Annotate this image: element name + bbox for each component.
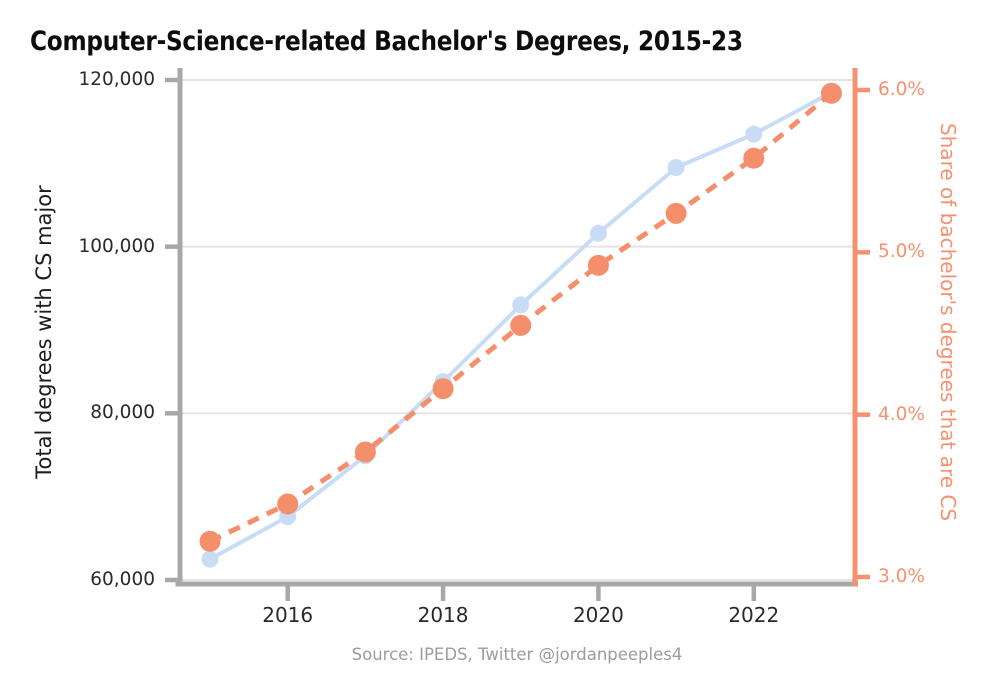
data-point-cs-share <box>199 530 221 552</box>
data-point-total-degrees <box>589 224 607 242</box>
data-point-total-degrees <box>667 159 685 176</box>
data-point-cs-share <box>665 202 687 224</box>
source-caption: Source: IPEDS, Twitter @jordanpeeples4 <box>351 645 683 664</box>
data-point-cs-share <box>277 493 299 515</box>
data-point-cs-share <box>354 441 376 463</box>
data-point-cs-share <box>820 82 842 104</box>
chart-title: Computer-Science-related Bachelor's Degr… <box>30 26 743 57</box>
data-point-cs-share <box>587 254 609 276</box>
data-point-total-degrees <box>201 550 219 568</box>
data-point-cs-share <box>743 147 765 169</box>
data-point-total-degrees <box>745 125 763 143</box>
data-point-cs-share <box>510 314 532 336</box>
data-point-total-degrees <box>512 296 530 314</box>
data-point-cs-share <box>432 378 454 400</box>
